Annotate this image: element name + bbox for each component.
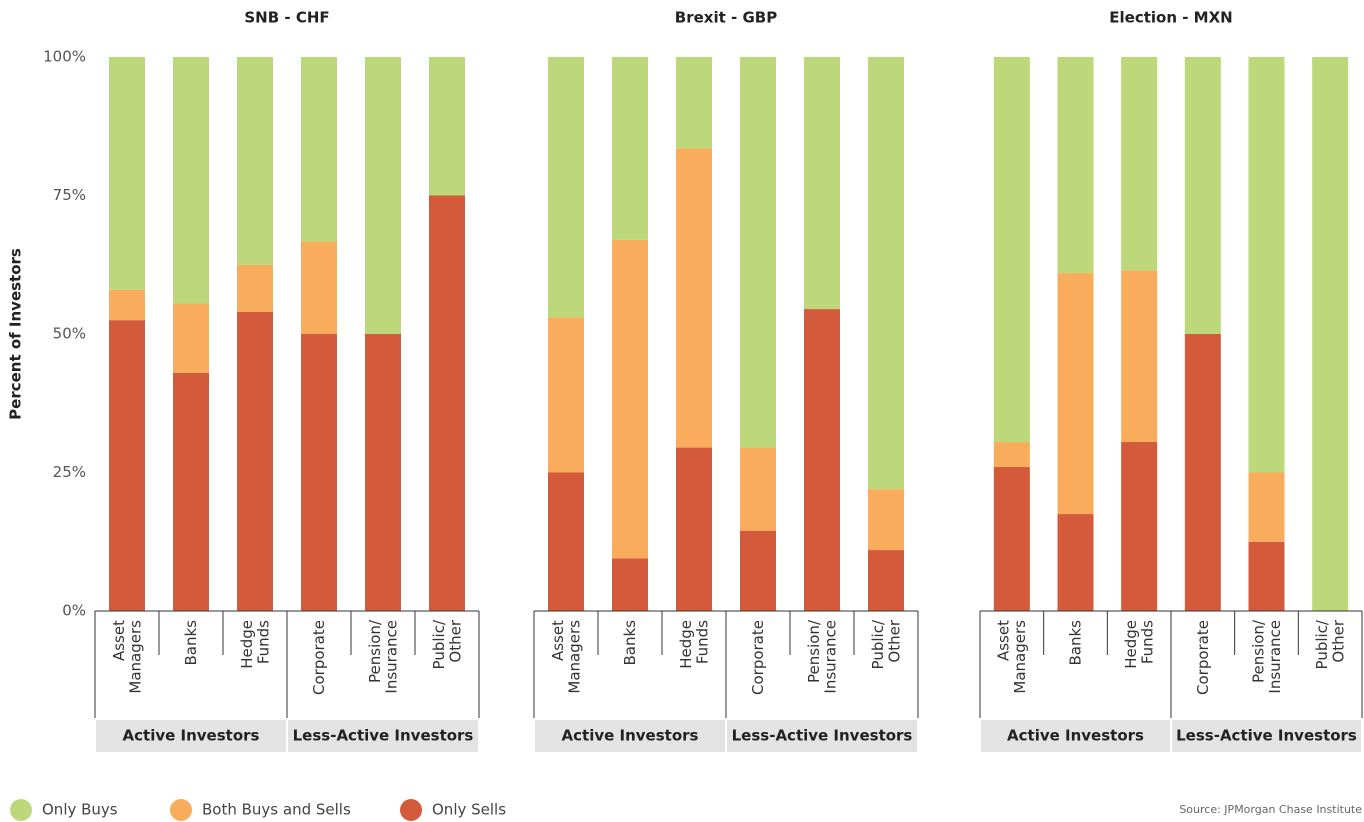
x-tick-label: Corporate — [1193, 620, 1211, 695]
bar-segment — [1184, 334, 1221, 611]
bar-segment — [1248, 57, 1285, 473]
bar-segment — [237, 311, 273, 611]
bar-segment — [365, 57, 401, 334]
bar-segment — [868, 489, 904, 551]
bar-segment — [1057, 514, 1094, 611]
x-tick-label: HedgeFunds — [1121, 620, 1156, 669]
bar-segment — [109, 57, 145, 290]
bar-segment — [1121, 57, 1158, 271]
legend-swatch — [400, 799, 422, 821]
y-tick-label: 0% — [62, 602, 86, 620]
bar-segment — [612, 239, 648, 559]
bar-segment — [740, 57, 776, 448]
bar-segment — [993, 442, 1030, 467]
bar-segment — [1184, 57, 1221, 334]
bar-segment — [868, 550, 904, 611]
bar-segment — [365, 334, 401, 611]
bar-segment — [1121, 270, 1158, 443]
x-tick-label: Pension/Insurance — [365, 619, 400, 694]
x-tick-label: Public/Other — [868, 619, 903, 669]
y-tick-label: 25% — [53, 463, 86, 481]
legend-label: Only Sells — [432, 801, 506, 819]
group-label: Active Investors — [123, 727, 260, 745]
bar-segment — [237, 57, 273, 265]
y-tick-label: 50% — [53, 325, 86, 343]
chart-title: SNB - CHF — [244, 9, 329, 27]
y-axis-label: Percent of Investors — [7, 248, 25, 420]
bar-segment — [612, 558, 648, 611]
bar-segment — [740, 530, 776, 611]
group-label: Less-Active Investors — [1176, 727, 1357, 745]
group-label: Less-Active Investors — [293, 727, 474, 745]
bar-segment — [548, 317, 584, 473]
chart-title: Election - MXN — [1109, 9, 1232, 27]
bar-segment — [1248, 472, 1285, 542]
bar-segment — [548, 57, 584, 318]
bar-segment — [173, 303, 209, 373]
x-tick-label: Corporate — [310, 620, 328, 695]
source: Source: JPMorgan Chase Institute — [1179, 803, 1362, 816]
bar-segment — [1057, 57, 1094, 274]
bar-segment — [237, 264, 273, 312]
bar-segment — [301, 241, 337, 334]
x-tick-label: Public/Other — [1312, 619, 1347, 669]
bar-segment — [301, 57, 337, 242]
x-tick-label: HedgeFunds — [237, 620, 272, 669]
bar-segment — [993, 466, 1030, 611]
bar-segment — [804, 57, 840, 310]
bar-segment — [676, 148, 712, 448]
x-tick-label: Corporate — [749, 620, 767, 695]
x-tick-label: Banks — [1066, 620, 1084, 666]
group-label: Less-Active Investors — [732, 727, 913, 745]
bar-segment — [1057, 273, 1094, 515]
bar-segment — [429, 195, 465, 611]
bar-segment — [1248, 541, 1285, 611]
x-tick-label: Banks — [182, 620, 200, 666]
group-label: Active Investors — [1007, 727, 1144, 745]
x-tick-label: Banks — [621, 620, 639, 666]
bar-segment — [676, 447, 712, 611]
legend-swatch — [170, 799, 192, 821]
bar-segment — [109, 289, 145, 321]
group-label: Active Investors — [562, 727, 699, 745]
x-tick-label: Public/Other — [429, 619, 464, 669]
group-box — [288, 720, 478, 752]
x-tick-label: AssetManagers — [994, 620, 1028, 694]
bar-segment — [109, 320, 145, 611]
bar-segment — [1121, 442, 1158, 611]
bar-segment — [548, 472, 584, 611]
bar-segment — [740, 447, 776, 531]
group-box — [535, 720, 725, 752]
y-tick-label: 100% — [43, 48, 86, 66]
bar-segment — [1312, 57, 1349, 611]
x-tick-label: Pension/Insurance — [804, 619, 839, 694]
legend-label: Only Buys — [42, 801, 118, 819]
legend-label: Both Buys and Sells — [202, 801, 351, 819]
x-tick-label: AssetManagers — [548, 620, 583, 694]
bar-segment — [868, 57, 904, 490]
bar-segment — [804, 309, 840, 611]
legend-swatch — [10, 799, 32, 821]
x-tick-label: Pension/Insurance — [1249, 619, 1284, 694]
bar-segment — [429, 57, 465, 196]
x-tick-label: AssetManagers — [109, 620, 144, 694]
bar-segment — [993, 57, 1030, 443]
group-box — [981, 720, 1170, 752]
group-box — [1172, 720, 1361, 752]
y-tick-label: 75% — [53, 186, 86, 204]
bar-segment — [612, 57, 648, 240]
x-tick-label: HedgeFunds — [676, 620, 711, 669]
group-box — [727, 720, 917, 752]
bar-segment — [173, 57, 209, 304]
bar-segment — [173, 372, 209, 611]
chart-title: Brexit - GBP — [675, 9, 777, 27]
bar-segment — [676, 57, 712, 149]
bar-segment — [301, 334, 337, 611]
group-box — [96, 720, 286, 752]
